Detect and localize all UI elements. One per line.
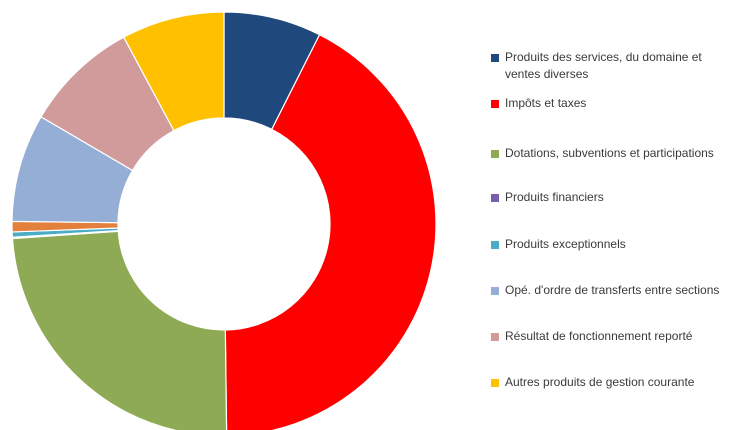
legend-label: Dotations, subventions et participations	[505, 146, 714, 160]
legend-swatch	[491, 194, 499, 202]
legend-item-0: Produits des services, du domaine et ven…	[491, 49, 733, 83]
legend-swatch	[491, 333, 499, 341]
slice-7	[122, 11, 225, 132]
legend-label: Opé. d'ordre de transferts entre section…	[505, 283, 720, 297]
legend-label: Produits exceptionnels	[505, 237, 626, 251]
legend-swatch	[491, 100, 499, 108]
legend-item-1: Impôts et taxes	[491, 95, 733, 112]
slice-1	[224, 33, 437, 430]
legend-item-7: Autres produits de gestion courante	[491, 374, 733, 391]
legend-label: Autres produits de gestion courante	[505, 375, 695, 389]
legend-swatch	[491, 54, 499, 62]
legend-swatch	[491, 379, 499, 387]
legend-item-6: Résultat de fonctionnement reporté	[491, 328, 733, 345]
legend-swatch	[491, 241, 499, 249]
legend-item-5: Opé. d'ordre de transferts entre section…	[491, 282, 733, 299]
donut-chart	[11, 11, 437, 430]
legend-label: Produits financiers	[505, 190, 604, 204]
legend-item-2: Dotations, subventions et participations	[491, 145, 733, 162]
legend-item-4: Produits exceptionnels	[491, 236, 733, 253]
legend-swatch	[491, 287, 499, 295]
legend-item-3: Produits financiers	[491, 189, 733, 206]
legend-label: Produits des services, du domaine et ven…	[505, 50, 702, 81]
legend-label: Impôts et taxes	[505, 96, 587, 110]
slice-2	[11, 230, 228, 430]
legend-label: Résultat de fonctionnement reporté	[505, 329, 693, 343]
legend-swatch	[491, 150, 499, 158]
